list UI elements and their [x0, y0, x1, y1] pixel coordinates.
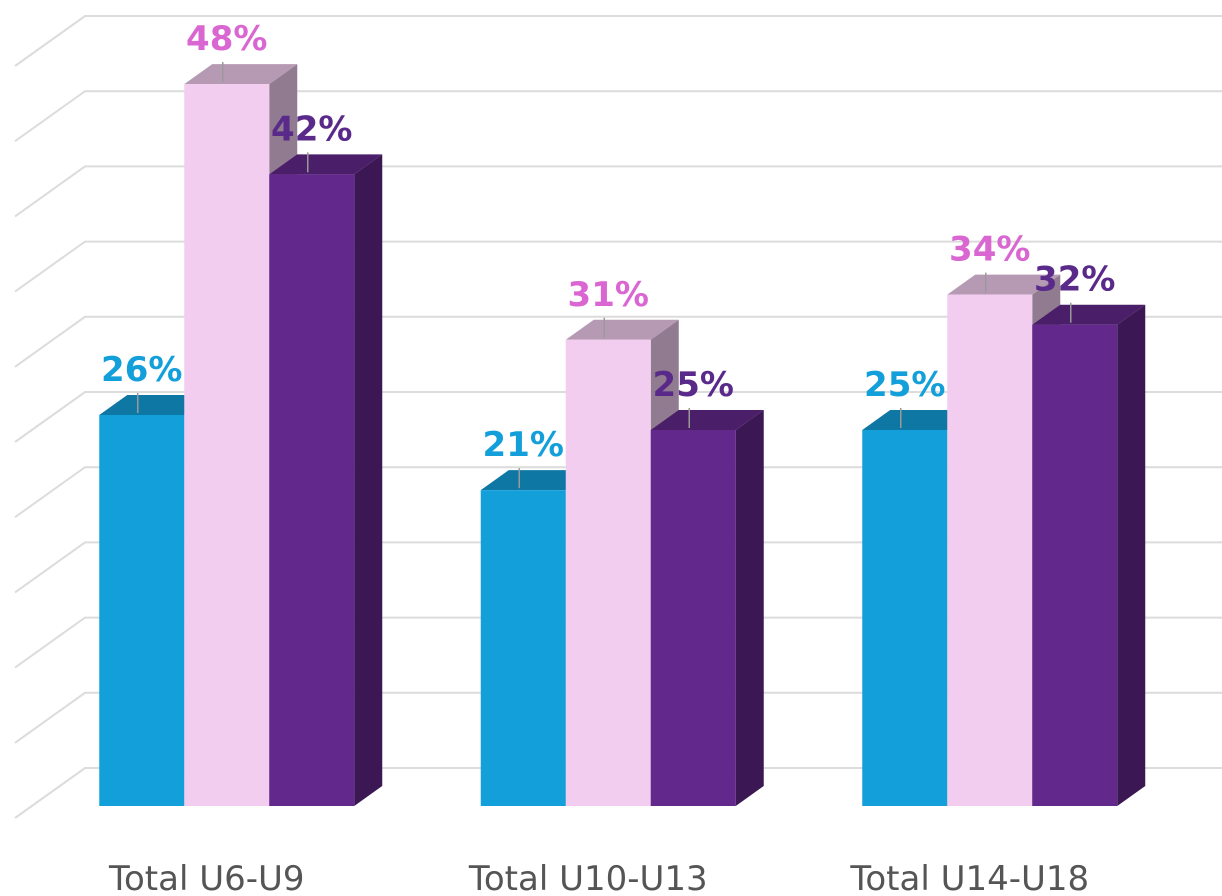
bar [99, 414, 185, 806]
bar [1032, 324, 1118, 806]
bar [184, 84, 270, 806]
grid-line [14, 616, 1222, 669]
value-label: 31% [568, 275, 649, 315]
bar-top [99, 394, 213, 415]
value-label: 25% [864, 365, 945, 405]
bar [565, 339, 651, 806]
bar-side [735, 410, 764, 806]
bar-side [354, 154, 383, 806]
grid-line [14, 391, 1222, 443]
grid-line [14, 691, 1222, 744]
bar [269, 174, 355, 806]
x-tick-label: Total U6-U9 [108, 859, 305, 896]
grid-line [14, 240, 1222, 293]
grid-line [14, 466, 1222, 519]
grid-line [14, 165, 1222, 218]
bar-top [1032, 304, 1146, 325]
bar-top [650, 410, 764, 430]
bar-top [480, 470, 594, 491]
bar-top [862, 410, 976, 430]
value-label: 25% [653, 365, 734, 405]
bar [862, 430, 948, 806]
bar-top [947, 274, 1061, 295]
value-label: 26% [101, 350, 182, 390]
x-tick-label: Total U10-U13 [468, 859, 708, 896]
bar-top [565, 319, 679, 340]
value-label: 42% [271, 109, 352, 149]
grid-line [14, 315, 1222, 368]
value-label: 21% [483, 425, 564, 465]
bar-top [184, 64, 298, 85]
bar [480, 490, 566, 806]
value-label: 48% [186, 19, 267, 59]
x-tick-label: Total U14-U18 [849, 859, 1089, 896]
value-label: 34% [949, 230, 1030, 270]
bar-top [269, 154, 383, 175]
bar-side [1117, 304, 1146, 806]
grid-line [14, 90, 1222, 143]
grid-line [14, 767, 1222, 819]
bar [650, 430, 736, 806]
grid-line [14, 15, 1222, 67]
grid-line [14, 541, 1222, 594]
value-label: 32% [1034, 260, 1115, 300]
bar [947, 294, 1033, 806]
